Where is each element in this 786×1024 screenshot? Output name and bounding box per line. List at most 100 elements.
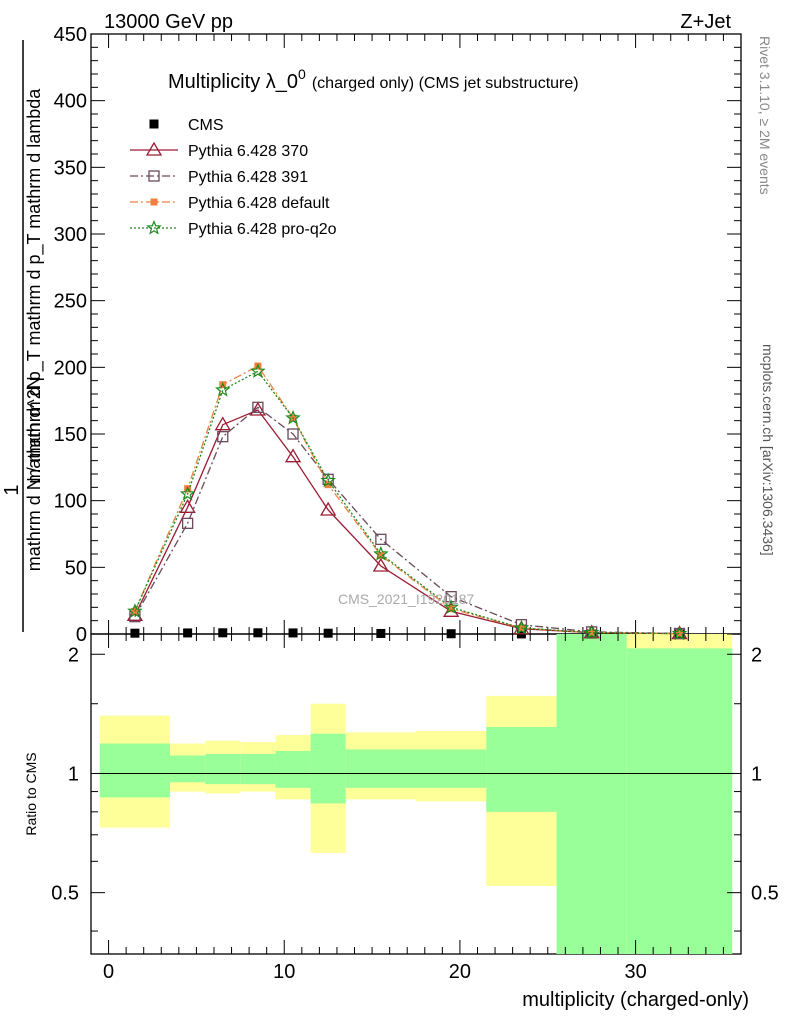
ratio-inner-band xyxy=(486,727,557,812)
ratio-y-tick-label-right: 2 xyxy=(751,644,762,666)
ratio-y-label: Ratio to CMS xyxy=(23,752,39,835)
y-tick-label: 200 xyxy=(54,357,87,379)
data-point xyxy=(145,141,163,156)
data-point xyxy=(217,431,229,443)
data-point xyxy=(218,628,228,638)
ratio-bands xyxy=(99,634,733,954)
ratio-inner-band xyxy=(416,749,487,788)
data-point xyxy=(375,533,387,545)
data-point xyxy=(446,629,456,639)
data-point xyxy=(130,628,140,638)
ratio-y-tick-label: 2 xyxy=(68,644,79,666)
data-point xyxy=(131,607,139,615)
ratio-y-tick-label-right: 0.5 xyxy=(751,883,779,905)
data-point xyxy=(253,628,263,638)
data-point xyxy=(288,628,298,638)
y-tick-label: 350 xyxy=(54,157,87,179)
legend: CMS Pythia 6.428 370 Pythia 6.428 391 Pythi… xyxy=(130,117,337,238)
data-point xyxy=(377,551,385,559)
y-tick-label: 0 xyxy=(76,624,87,646)
legend-label: Pythia 6.428 391 xyxy=(188,169,308,186)
data-point xyxy=(214,416,231,431)
data-point xyxy=(249,401,267,416)
ratio-inner-band xyxy=(240,753,276,785)
data-point xyxy=(376,628,386,638)
legend-label: Pythia 6.428 370 xyxy=(188,143,308,160)
data-point xyxy=(252,401,264,413)
data-point xyxy=(320,472,336,488)
data-point xyxy=(323,628,333,638)
rivet-version-label: Rivet 3.1.10, ≥ 2M events xyxy=(757,36,773,195)
data-point xyxy=(284,448,302,463)
data-point xyxy=(324,481,332,489)
x-tick-label: 10 xyxy=(273,961,295,983)
data-point xyxy=(285,409,301,425)
header-right: Z+Jet xyxy=(680,11,731,33)
x-tick-label: 30 xyxy=(624,961,646,983)
ratio-y-tick-label: 1 xyxy=(68,763,79,785)
data-point xyxy=(250,363,266,378)
data-point xyxy=(127,603,143,618)
ratio-panel-frame xyxy=(90,633,742,955)
y-axis-label: 1 mathrm d^2N mathrm d N / mathrm d p_T … xyxy=(1,40,45,632)
chart-title: Multiplicity λ_00 (charged only) (CMS jet… xyxy=(168,66,579,93)
y-tick-label: 450 xyxy=(54,24,87,46)
data-point xyxy=(320,501,337,516)
analysis-watermark: CMS_2021_I1920187 xyxy=(338,591,474,607)
data-point xyxy=(671,625,688,641)
data-point xyxy=(179,485,196,501)
x-tick-label: 20 xyxy=(449,961,471,983)
y-label-top: 1 xyxy=(1,484,23,495)
data-point xyxy=(447,605,455,613)
data-point xyxy=(373,545,389,561)
legend-label: Pythia 6.428 default xyxy=(188,195,330,212)
data-point xyxy=(148,170,160,182)
mcplots-label: mcplots.cern.ch [arXiv:1306.3436] xyxy=(760,344,776,556)
ratio-y-tick-label: 0.5 xyxy=(51,883,79,905)
ratio-inner-band xyxy=(275,750,311,788)
data-point xyxy=(146,219,162,235)
data-point xyxy=(214,381,231,397)
legend-label: Pythia 6.428 pro-q2o xyxy=(188,221,337,238)
y-tick-label: 100 xyxy=(54,491,87,513)
data-point xyxy=(287,428,299,440)
data-point xyxy=(443,599,459,614)
ratio-inner-band xyxy=(345,749,416,788)
chart-title-suffix: (charged only) (CMS jet substructure) xyxy=(312,75,579,92)
data-point xyxy=(183,628,193,638)
ratio-inner-band xyxy=(99,743,171,798)
chart-title-sup: 0 xyxy=(298,66,306,82)
y-label-denominator: mathrm d N / mathrm d p_T mathrm d p_T m… xyxy=(24,88,45,571)
legend-label: CMS xyxy=(188,117,224,134)
x-axis-label: multiplicity (charged-only) xyxy=(522,989,749,1011)
series-line xyxy=(134,370,680,635)
y-tick-label: 250 xyxy=(54,291,87,313)
y-tick-label: 400 xyxy=(54,91,87,113)
x-tick-label: 0 xyxy=(103,961,114,983)
series-layer xyxy=(126,362,688,641)
series-line xyxy=(134,406,680,635)
ratio-y-tick-label-right: 1 xyxy=(751,763,762,785)
data-point xyxy=(583,624,600,640)
data-point xyxy=(372,557,389,572)
data-point xyxy=(588,629,596,637)
ratio-inner-band xyxy=(626,648,733,954)
data-point xyxy=(149,119,159,129)
data-point xyxy=(676,630,684,638)
y-tick-label: 300 xyxy=(54,224,87,246)
header-left: 13000 GeV pp xyxy=(104,11,233,33)
data-point xyxy=(179,499,196,513)
data-point xyxy=(181,517,194,529)
ratio-inner-band xyxy=(556,634,627,954)
ratio-inner-band xyxy=(310,733,346,804)
ratio-inner-band xyxy=(205,753,241,785)
ratio-inner-band xyxy=(170,755,206,783)
data-point xyxy=(150,198,158,206)
data-point xyxy=(513,619,530,635)
y-label-numerator: mathrm d^2N xyxy=(24,376,44,483)
y-tick-label: 150 xyxy=(54,424,87,446)
series-4 xyxy=(127,363,688,641)
y-tick-label: 50 xyxy=(65,557,87,579)
chart-title-main: Multiplicity λ_0 xyxy=(168,71,298,93)
